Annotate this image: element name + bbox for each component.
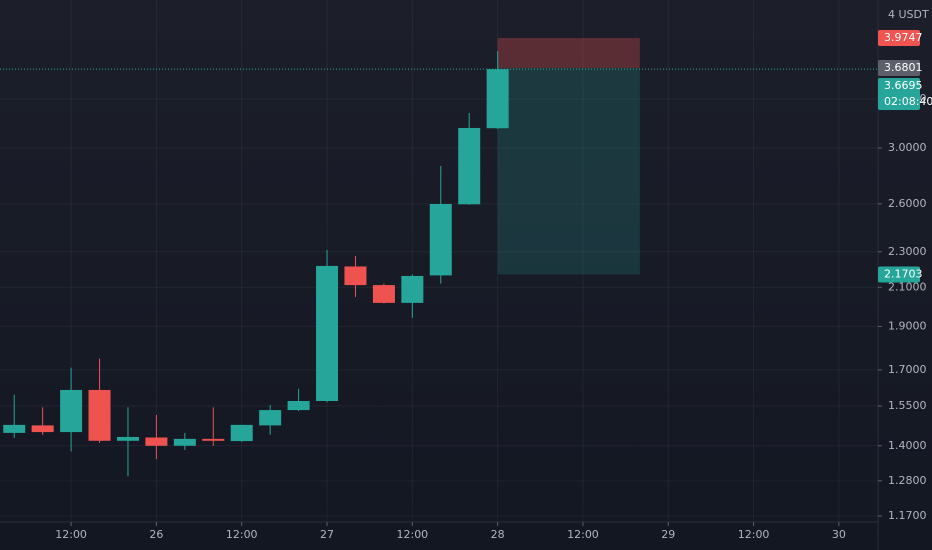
- candle-body: [486, 69, 509, 129]
- countdown-label: 02:08:40: [884, 95, 932, 108]
- x-tick-label: 30: [832, 528, 846, 541]
- price-label-box: [878, 60, 920, 77]
- y-tick-label: 2.3000: [888, 245, 927, 258]
- price-label: 2.1703: [884, 267, 923, 280]
- x-tick-label: 12:00: [55, 528, 87, 541]
- y-tick-label: 1.4000: [888, 439, 927, 452]
- x-tick-label: 12:00: [226, 528, 258, 541]
- x-tick-label: 12:00: [738, 528, 770, 541]
- candle-body: [145, 437, 168, 446]
- candle-body: [88, 389, 111, 441]
- candle-body: [31, 425, 54, 433]
- candle-body: [259, 410, 282, 426]
- price-label-box: [878, 266, 920, 283]
- price-label-box: [878, 29, 920, 46]
- price-label: 3.6801: [884, 61, 923, 74]
- candle-body: [116, 436, 139, 441]
- x-tick-label: 12:00: [396, 528, 428, 541]
- y-tick-label: 1.2800: [888, 474, 927, 487]
- x-tick-label: 29: [661, 528, 675, 541]
- candle-body: [202, 438, 225, 441]
- plot: [0, 37, 878, 477]
- y-tick-label: 1.9000: [888, 319, 927, 332]
- price-label: 3.6695: [884, 79, 923, 92]
- y-unit-label: 4 USDT: [888, 8, 929, 21]
- stop-zone: [497, 37, 640, 69]
- y-tick-label: 1.1700: [888, 509, 927, 522]
- candle-body: [372, 285, 395, 303]
- candle-body: [173, 438, 196, 446]
- y-tick-label: 1.7000: [888, 363, 927, 376]
- candle-body: [344, 266, 367, 286]
- candle-body: [316, 265, 339, 402]
- target-zone: [497, 68, 640, 275]
- y-tick-label: 2.1000: [888, 280, 927, 293]
- candle-body: [60, 389, 83, 433]
- x-tick-label: 12:00: [567, 528, 599, 541]
- y-tick-label: 3.0000: [888, 141, 927, 154]
- x-tick-label: 27: [320, 528, 334, 541]
- y-tick-label: 1.5500: [888, 399, 927, 412]
- x-tick-label: 28: [491, 528, 505, 541]
- candle-body: [401, 275, 424, 303]
- y-tick-label: 2.6000: [888, 197, 927, 210]
- candle-body: [287, 401, 310, 411]
- price-label: 3.9747: [884, 31, 923, 44]
- price-label-box: [878, 78, 920, 111]
- candle-body: [230, 424, 253, 442]
- candle-body: [429, 203, 452, 276]
- candle-body: [458, 127, 481, 205]
- candle-body: [3, 424, 26, 433]
- x-tick-label: 26: [149, 528, 163, 541]
